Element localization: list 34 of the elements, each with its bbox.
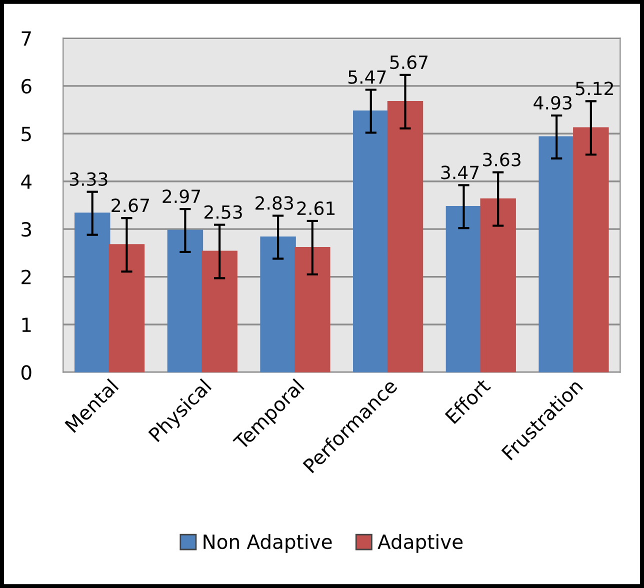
data-label: 2.61 xyxy=(297,201,335,216)
bar xyxy=(260,236,296,372)
data-label: 3.47 xyxy=(441,166,479,180)
y-tick-label: 1 xyxy=(22,318,31,332)
legend-label: Adaptive xyxy=(378,534,463,553)
y-tick-label: 7 xyxy=(22,31,31,46)
bar xyxy=(294,246,330,372)
bar xyxy=(573,127,609,372)
data-label: 2.53 xyxy=(204,205,242,219)
y-tick-label: 4 xyxy=(21,174,32,189)
data-label: 3.33 xyxy=(70,172,108,186)
bar xyxy=(108,244,145,372)
y-tick-label: 6 xyxy=(22,78,32,94)
data-label: 4.93 xyxy=(534,96,572,110)
bar xyxy=(167,230,204,372)
bar xyxy=(74,212,110,372)
data-label: 5.12 xyxy=(576,82,613,96)
bar xyxy=(538,136,574,372)
data-label: 2.67 xyxy=(112,198,149,212)
data-label: 5.67 xyxy=(390,55,428,70)
legend-label: Non Adaptive xyxy=(204,534,332,553)
data-label: 2.97 xyxy=(162,189,200,204)
y-tick-label: 2 xyxy=(22,270,31,284)
y-tick-label: 3 xyxy=(22,222,31,237)
bar xyxy=(446,206,482,372)
data-label: 2.83 xyxy=(256,196,293,210)
y-tick-label: 0 xyxy=(21,365,32,380)
bar xyxy=(480,198,516,372)
data-label: 3.63 xyxy=(483,152,520,166)
y-tick-label: 5 xyxy=(22,126,31,142)
bar xyxy=(387,100,424,372)
bar xyxy=(353,110,389,372)
data-label: 5.47 xyxy=(348,70,386,84)
bar xyxy=(202,250,238,372)
